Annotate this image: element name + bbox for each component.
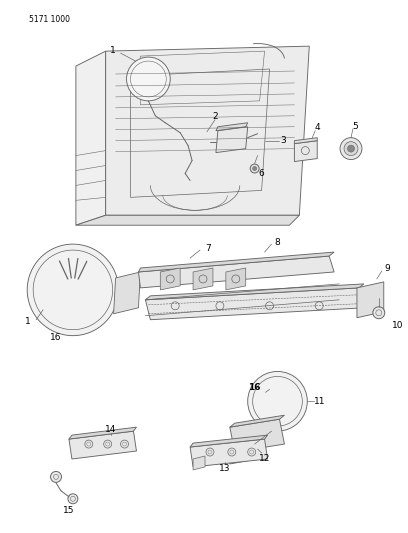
Text: 9: 9 — [385, 264, 390, 273]
Circle shape — [27, 244, 119, 336]
Polygon shape — [216, 127, 248, 152]
Text: 6: 6 — [259, 169, 264, 178]
Circle shape — [68, 494, 78, 504]
Circle shape — [126, 57, 170, 101]
Polygon shape — [138, 252, 334, 272]
Text: 13: 13 — [219, 464, 231, 473]
Text: 5: 5 — [352, 122, 358, 131]
Polygon shape — [230, 444, 259, 464]
Circle shape — [344, 142, 358, 156]
Polygon shape — [145, 288, 364, 320]
Text: 1: 1 — [25, 317, 31, 326]
Polygon shape — [145, 284, 364, 300]
Polygon shape — [69, 431, 136, 459]
Polygon shape — [193, 268, 213, 290]
Polygon shape — [190, 439, 268, 467]
Text: 5171 1000: 5171 1000 — [29, 15, 70, 25]
Circle shape — [51, 471, 62, 482]
Polygon shape — [193, 456, 205, 470]
Polygon shape — [226, 268, 246, 290]
Polygon shape — [76, 215, 299, 225]
Circle shape — [248, 372, 307, 431]
Circle shape — [340, 138, 362, 159]
Text: 14: 14 — [105, 425, 116, 434]
Text: 8: 8 — [275, 238, 280, 247]
Text: 3: 3 — [281, 136, 286, 145]
Text: 7: 7 — [205, 244, 211, 253]
Circle shape — [348, 145, 355, 152]
Polygon shape — [357, 282, 384, 318]
Circle shape — [250, 164, 259, 173]
Text: 15: 15 — [63, 506, 75, 515]
Polygon shape — [160, 268, 180, 290]
Polygon shape — [216, 123, 248, 131]
Text: 16: 16 — [50, 333, 62, 342]
Polygon shape — [295, 138, 317, 144]
Text: 4: 4 — [315, 123, 320, 132]
Text: 12: 12 — [259, 455, 270, 464]
Polygon shape — [138, 256, 334, 288]
Polygon shape — [295, 141, 317, 161]
Text: 1: 1 — [110, 46, 115, 55]
Circle shape — [373, 307, 385, 319]
Polygon shape — [190, 435, 268, 447]
Circle shape — [253, 166, 257, 171]
Polygon shape — [69, 427, 136, 439]
Polygon shape — [230, 419, 284, 452]
Polygon shape — [76, 51, 106, 225]
Polygon shape — [230, 415, 284, 427]
Polygon shape — [113, 272, 140, 314]
Text: 16: 16 — [248, 383, 261, 392]
Text: 2: 2 — [212, 112, 218, 122]
Text: 11: 11 — [314, 397, 326, 406]
Text: 10: 10 — [392, 321, 403, 330]
Polygon shape — [106, 46, 309, 215]
